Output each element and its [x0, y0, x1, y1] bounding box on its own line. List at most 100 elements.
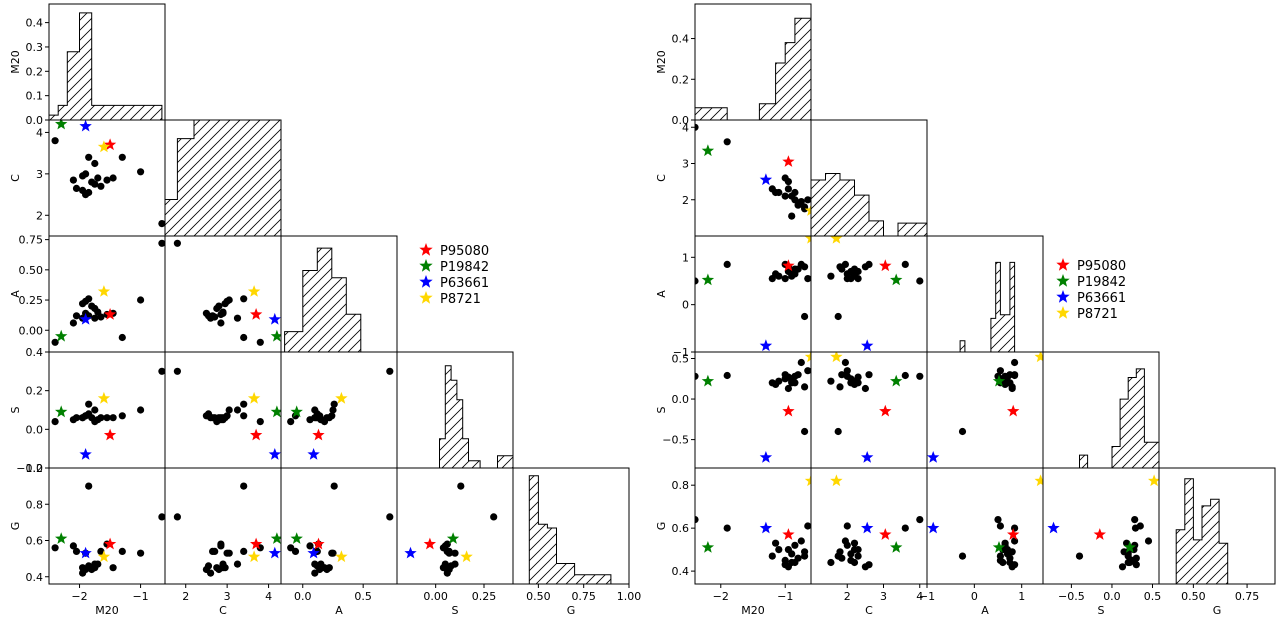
legend-label-P63661: P63661 — [440, 276, 489, 291]
panel-G-vs-S: −0.5 0.0 0.5 S — [1042, 467, 1162, 617]
data-point — [443, 564, 451, 572]
x-tick-label: 0.50 — [1181, 590, 1206, 603]
data-point — [69, 542, 77, 550]
data-point — [225, 406, 233, 414]
data-point — [781, 174, 789, 182]
star-P19842 — [701, 541, 715, 553]
y-tick-label: 0.5 — [672, 352, 690, 365]
panel-A-vs-C — [810, 235, 928, 353]
data-point — [316, 564, 324, 572]
star-P8721 — [1034, 474, 1043, 487]
data-point — [103, 176, 111, 184]
y-axis-label: S — [655, 406, 668, 413]
data-point — [723, 524, 731, 532]
data-point — [97, 414, 105, 422]
data-point — [137, 549, 145, 557]
star-P63661 — [759, 451, 773, 463]
y-tick-label: −1 — [673, 346, 689, 359]
y-tick-label: 4 — [682, 121, 689, 134]
data-point — [850, 539, 859, 547]
star-P8721 — [97, 140, 111, 153]
y-tick-label: 0.4 — [672, 565, 690, 578]
star-P63661 — [79, 448, 92, 460]
x-tick-label: 0.5 — [1144, 590, 1162, 603]
data-point — [256, 338, 264, 346]
panel-S-vs-S — [396, 351, 514, 469]
data-point — [1075, 552, 1084, 560]
x-axis-label: A — [335, 604, 343, 615]
y-tick-label: 0.6 — [672, 522, 690, 535]
star-P19842 — [270, 329, 281, 342]
data-point — [775, 546, 783, 554]
data-point — [386, 513, 394, 521]
data-point — [801, 383, 809, 391]
scatter-A-M20 — [51, 239, 165, 346]
legend-marker-P95080 — [1056, 258, 1070, 271]
data-point — [158, 513, 165, 521]
legend-label-P19842: P19842 — [440, 260, 489, 275]
y-axis-label: A — [655, 290, 668, 298]
data-point — [791, 265, 799, 273]
histogram-bars-A — [927, 261, 1043, 352]
data-point — [827, 377, 835, 385]
data-point — [801, 552, 809, 560]
histogram-bars-S — [397, 365, 513, 468]
panel-C-vs-C — [164, 119, 282, 237]
data-point — [109, 174, 117, 182]
y-tick-label: 0 — [682, 299, 689, 312]
data-point — [209, 414, 217, 422]
x-tick-label: −2 — [713, 590, 729, 603]
star-P8721 — [335, 391, 348, 404]
data-point — [784, 384, 793, 393]
star-P8721 — [830, 474, 843, 487]
star-P63661 — [307, 448, 320, 460]
panel-frame — [926, 351, 1044, 469]
data-point — [841, 260, 850, 268]
scatter-S-C — [173, 367, 281, 460]
data-point — [838, 371, 846, 379]
y-axis-label: M20 — [655, 50, 668, 74]
x-tick-label: 0.75 — [571, 590, 596, 603]
data-point — [240, 547, 248, 556]
data-point — [854, 546, 862, 554]
data-point — [801, 312, 809, 321]
star-P8721 — [804, 352, 811, 363]
star-P63661 — [268, 448, 281, 460]
star-P63661 — [307, 546, 320, 559]
star-P95080 — [879, 259, 892, 272]
panel-A-vs-A — [926, 235, 1044, 353]
panel-G-vs-G: 0.50 0.75 1.00 G — [512, 467, 641, 617]
data-point — [85, 188, 93, 197]
data-point — [804, 196, 811, 204]
data-point — [386, 367, 394, 375]
star-P8721 — [247, 550, 261, 563]
data-point — [916, 277, 924, 285]
data-point — [85, 400, 93, 408]
data-point — [791, 188, 799, 197]
legend-label-P19842: P19842 — [1077, 275, 1126, 290]
x-tick-label: 1 — [1018, 590, 1025, 603]
data-point — [240, 412, 248, 420]
data-point — [834, 552, 842, 560]
x-tick-label: 0.75 — [1235, 590, 1260, 603]
star-P63661 — [268, 312, 281, 325]
data-point — [804, 522, 811, 530]
data-point — [91, 560, 99, 568]
star-P19842 — [55, 405, 68, 418]
star-P19842 — [701, 144, 715, 157]
data-point — [836, 383, 844, 391]
data-point — [72, 312, 81, 320]
star-P63661 — [861, 521, 874, 534]
scatter-G-A — [927, 474, 1043, 571]
panel-frame — [810, 235, 928, 353]
panel-S-vs-A — [926, 351, 1044, 469]
scatter-A-C — [173, 239, 281, 346]
data-point — [791, 541, 799, 549]
panel-G-vs-M20: 0.4 0.6 0.8 G −2 −1 M20 — [655, 467, 812, 617]
panel-M20-vs-M20: 0.0 0.1 0.2 0.3 0.4 M20 — [9, 3, 166, 127]
histogram-A — [927, 261, 1043, 352]
star-P8721 — [804, 204, 811, 216]
y-tick-label: 3 — [36, 168, 43, 181]
data-point — [137, 406, 145, 414]
